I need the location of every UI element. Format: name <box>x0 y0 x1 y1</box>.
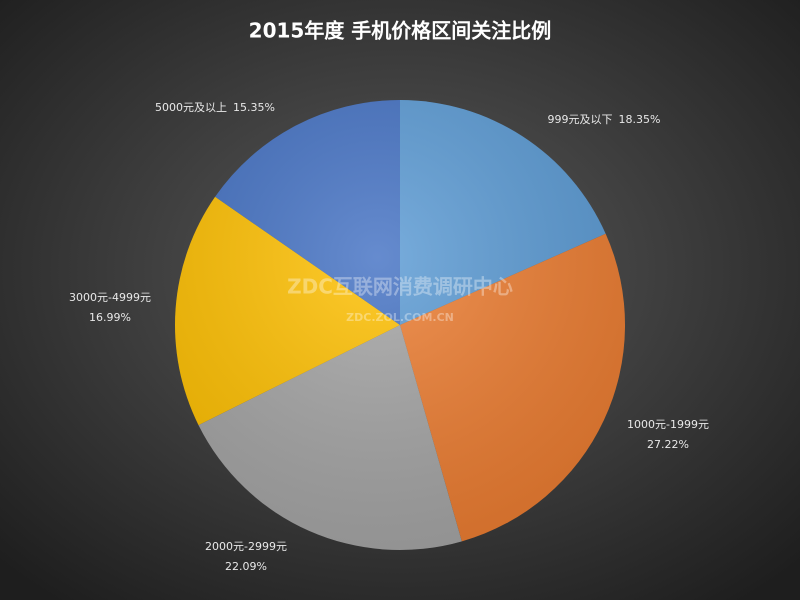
chart-title: 2015年度 手机价格区间关注比例 <box>249 19 552 43</box>
data-label-category: 3000元-4999元 <box>69 291 151 304</box>
data-label-value: 18.35% <box>619 113 661 126</box>
data-label: 999元及以下 18.35% <box>548 113 661 126</box>
data-label-category: 999元及以下 <box>548 113 613 126</box>
watermark: ZDC互联网消费调研中心 <box>287 275 513 299</box>
watermark: ZDC.ZOL.COM.CN <box>346 311 454 324</box>
data-label-value: 16.99% <box>89 311 131 324</box>
data-label-category: 5000元及以上 <box>155 101 227 114</box>
data-label: 1000元-1999元 27.22% <box>627 418 709 451</box>
data-label-value: 15.35% <box>233 101 275 114</box>
data-label-value: 22.09% <box>225 560 267 573</box>
data-label: 3000元-4999元 16.99% <box>69 291 151 324</box>
data-label-value: 27.22% <box>647 438 689 451</box>
data-label: 2000元-2999元 22.09% <box>205 540 287 573</box>
data-label-category: 1000元-1999元 <box>627 418 709 431</box>
data-label: 5000元及以上 15.35% <box>155 101 275 114</box>
data-label-category: 2000元-2999元 <box>205 540 287 553</box>
